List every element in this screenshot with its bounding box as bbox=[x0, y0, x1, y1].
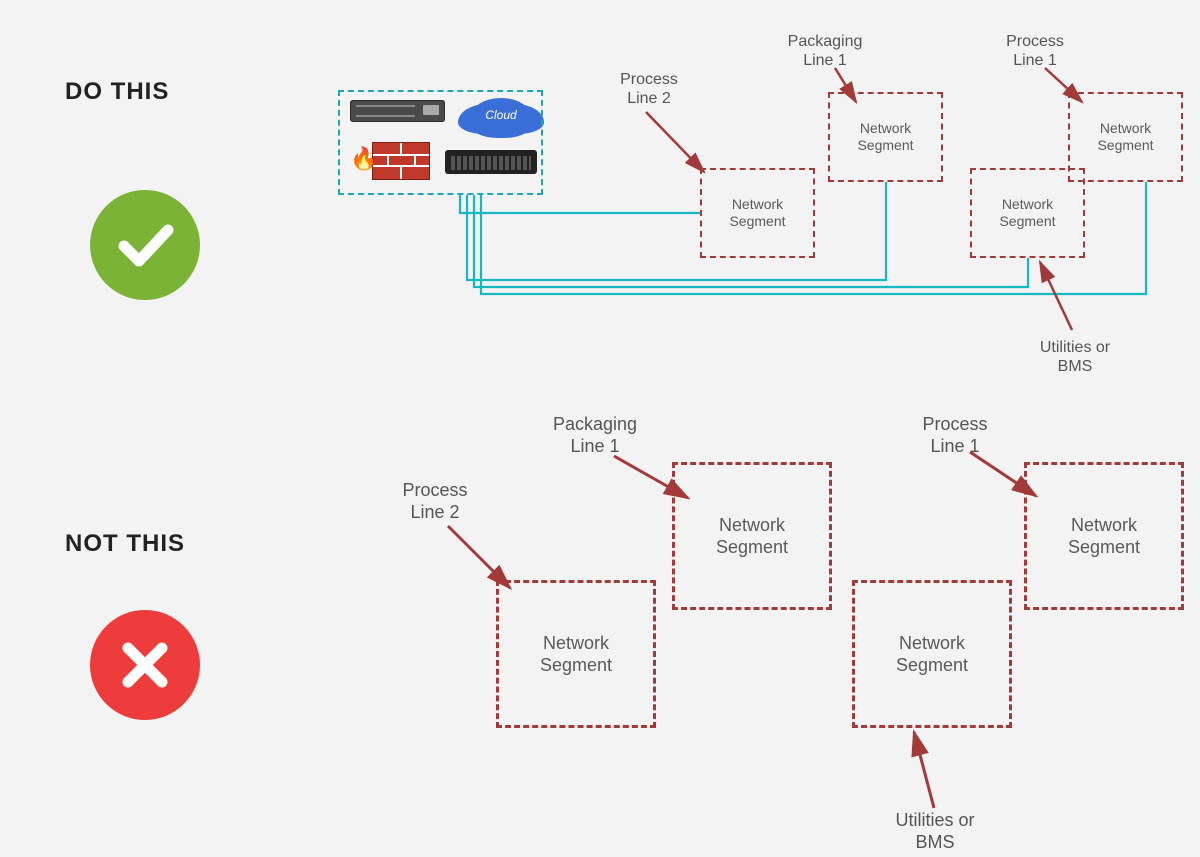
callout-label: Utilities orBMS bbox=[870, 810, 1000, 853]
heading-do-this: DO THIS bbox=[65, 78, 169, 106]
cross-badge bbox=[90, 610, 200, 720]
server-icon bbox=[350, 100, 445, 122]
cable bbox=[460, 195, 700, 213]
network-segment: NetworkSegment bbox=[672, 462, 832, 610]
network-segment: NetworkSegment bbox=[1068, 92, 1183, 182]
switch-icon bbox=[445, 150, 537, 174]
callout-label: ProcessLine 1 bbox=[900, 414, 1010, 457]
callout-label: Utilities orBMS bbox=[1020, 338, 1130, 376]
network-segment: NetworkSegment bbox=[852, 580, 1012, 728]
callout-label: PackagingLine 1 bbox=[770, 32, 880, 70]
cloud-label: Cloud bbox=[485, 108, 516, 122]
network-segment: NetworkSegment bbox=[496, 580, 656, 728]
bricks-icon bbox=[372, 142, 430, 180]
check-icon bbox=[110, 210, 180, 280]
callout-label: ProcessLine 2 bbox=[380, 480, 490, 523]
cross-icon bbox=[112, 632, 178, 698]
cloud-icon: Cloud bbox=[470, 98, 532, 132]
callout-arrow bbox=[646, 112, 704, 172]
network-segment: NetworkSegment bbox=[828, 92, 943, 182]
heading-not-this: NOT THIS bbox=[65, 530, 185, 558]
callout-arrow bbox=[448, 526, 510, 588]
callout-label: PackagingLine 1 bbox=[530, 414, 660, 457]
callout-label: ProcessLine 1 bbox=[990, 32, 1080, 70]
network-segment: NetworkSegment bbox=[700, 168, 815, 258]
network-segment: NetworkSegment bbox=[1024, 462, 1184, 610]
callout-arrow bbox=[1040, 262, 1072, 330]
flame-icon: 🔥 bbox=[350, 148, 377, 170]
callout-arrow bbox=[914, 732, 934, 808]
cable bbox=[467, 182, 886, 280]
callout-label: ProcessLine 2 bbox=[604, 70, 694, 108]
check-badge bbox=[90, 190, 200, 300]
